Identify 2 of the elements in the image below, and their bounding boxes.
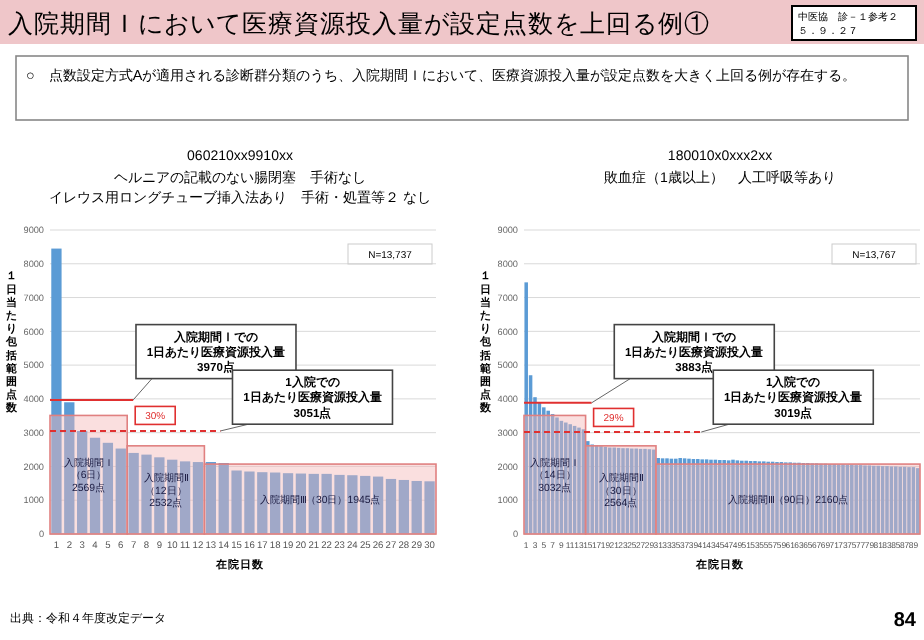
text: 84 bbox=[893, 610, 917, 632]
text: 入院期間Ｉにおいて医療資源投入量が設定点数を上回る例① bbox=[8, 10, 710, 38]
